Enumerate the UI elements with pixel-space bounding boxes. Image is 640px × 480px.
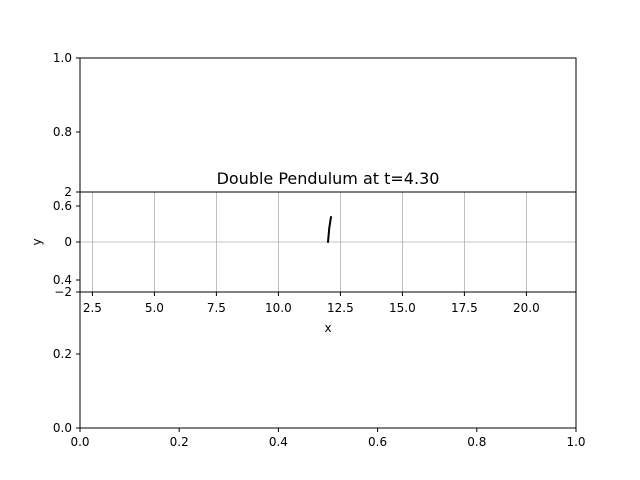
outer-x-tick-label: 0.6 [368, 435, 387, 449]
pendulum-x-tick-label: 2.5 [83, 301, 102, 315]
pendulum-x-axis-label: x [324, 321, 331, 335]
outer-x-tick-label: 1.0 [566, 435, 585, 449]
outer-x-tick-label: 0.4 [269, 435, 288, 449]
pendulum-x-tick-label: 7.5 [207, 301, 226, 315]
outer-x-tick-label: 0.2 [170, 435, 189, 449]
pendulum-y-tick-label: 2 [64, 185, 72, 199]
pendulum-x-tick-label: 15.0 [389, 301, 416, 315]
pendulum-title: Double Pendulum at t=4.30 [217, 169, 440, 188]
pendulum-y-tick-label: 0 [64, 235, 72, 249]
pendulum-x-tick-label: 5.0 [145, 301, 164, 315]
outer-y-tick-label: 0.6 [53, 199, 72, 213]
pendulum-x-tick-label: 20.0 [513, 301, 540, 315]
outer-y-tick-label: 0.2 [53, 347, 72, 361]
pendulum-x-tick-label: 12.5 [327, 301, 354, 315]
outer-y-tick-label: 1.0 [53, 51, 72, 65]
outer-y-tick-label: 0.8 [53, 125, 72, 139]
pendulum-x-tick-label: 10.0 [265, 301, 292, 315]
pendulum-y-axis-label: y [30, 238, 44, 245]
outer-x-tick-label: 0.8 [467, 435, 486, 449]
pendulum-y-tick-label: −2 [54, 285, 72, 299]
outer-x-tick-label: 0.0 [70, 435, 89, 449]
pendulum-x-tick-label: 17.5 [451, 301, 478, 315]
outer-y-tick-label: 0.0 [53, 421, 72, 435]
